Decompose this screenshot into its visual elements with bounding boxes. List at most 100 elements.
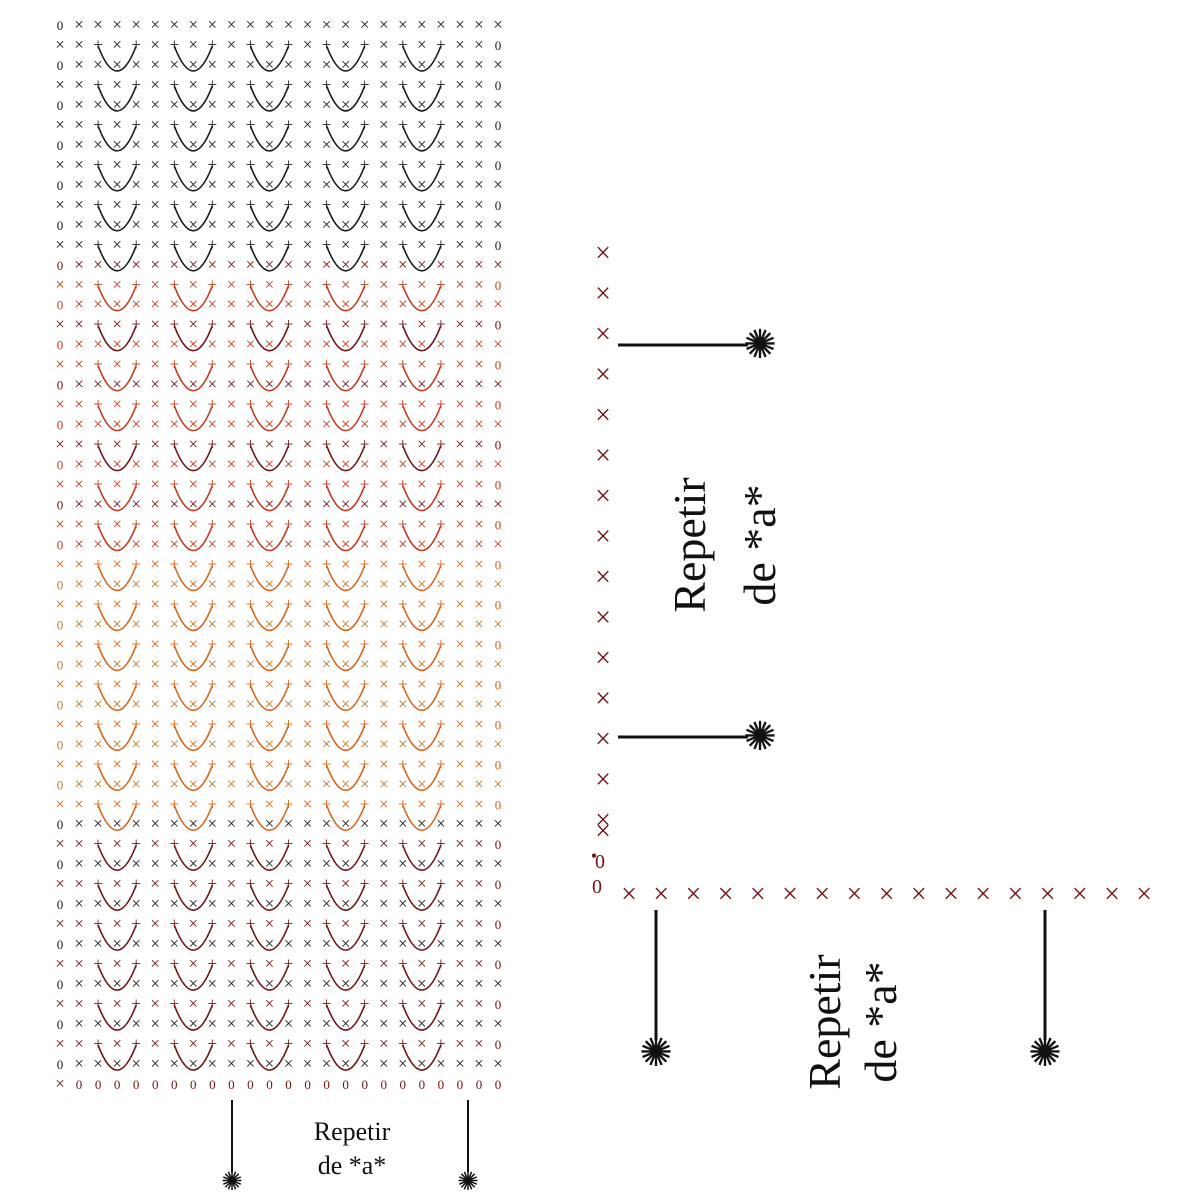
single-crochet-symbol: × [189,195,199,214]
single-crochet-symbol: × [436,95,446,114]
single-crochet-symbol: × [74,295,84,314]
single-crochet-symbol: × [455,834,465,853]
single-crochet-symbol: × [284,854,294,873]
single-crochet-symbol: × [74,55,84,74]
single-crochet-symbol: × [341,894,351,913]
single-crochet-symbol: × [341,634,351,653]
single-crochet-symbol: × [455,974,465,993]
single-crochet-symbol: × [398,654,408,673]
double-crochet-symbol: + [398,794,408,813]
cluster-arc [97,45,137,72]
cluster-arc [402,804,442,832]
single-crochet-symbol: × [169,734,179,753]
single-crochet-symbol: × [341,1034,351,1053]
single-crochet-symbol: × [436,15,446,34]
single-crochet-symbol: × [189,654,199,673]
single-crochet-symbol: × [74,694,84,713]
double-crochet-symbol: + [436,914,446,933]
cluster-arc [402,844,442,871]
double-crochet-symbol: + [208,634,218,653]
double-crochet-symbol: + [208,674,218,693]
double-crochet-symbol: + [169,634,179,653]
single-crochet-symbol: × [227,275,237,294]
chain-symbol: 0 [495,318,502,333]
chain-symbol: 0 [57,657,64,672]
single-crochet-symbol: × [379,375,389,394]
single-crochet-symbol: × [341,535,351,554]
double-crochet-symbol: + [131,475,141,494]
double-crochet-symbol: + [284,874,294,893]
single-crochet-symbol: × [131,415,141,434]
cluster-arc [325,485,366,512]
cluster-arc [325,844,366,871]
single-crochet-symbol: × [74,455,84,474]
chain-symbol: 0 [495,278,502,293]
single-crochet-symbol: × [93,1054,103,1073]
double-crochet-symbol: + [436,235,446,254]
single-crochet-symbol: × [474,794,484,813]
single-crochet-symbol: × [360,974,370,993]
bottom-repeat-label-line2: de *a* [855,961,906,1082]
chain-symbol: 0 [57,777,64,792]
single-crochet-symbol: × [417,574,427,593]
single-crochet-symbol: × [112,894,122,913]
single-crochet-symbol: × [360,934,370,953]
single-crochet-symbol: × [284,694,294,713]
single-crochet-symbol: × [474,574,484,593]
double-crochet-symbol: + [93,754,103,773]
single-crochet-symbol: × [227,355,237,374]
single-crochet-symbol: × [341,15,351,34]
single-crochet-symbol: × [360,614,370,633]
single-crochet-symbol: × [150,15,160,34]
single-crochet-symbol: × [493,614,503,633]
chain-symbol: 0 [114,1077,121,1092]
single-crochet-symbol: × [379,814,389,833]
chain-symbol: 0 [57,977,64,992]
cluster-arc [97,1004,137,1031]
cluster-arc [173,804,214,832]
single-crochet-symbol: × [74,854,84,873]
single-crochet-symbol: × [208,535,218,554]
chain-symbol: 0 [495,398,502,413]
single-crochet-symbol: × [150,35,160,54]
single-crochet-symbol: × [474,614,484,633]
single-crochet-symbol: × [93,654,103,673]
double-crochet-symbol: + [208,315,218,334]
single-crochet-symbol: × [150,574,160,593]
single-crochet-symbol: × [189,974,199,993]
single-crochet-symbol: × [265,554,275,573]
single-crochet-symbol: × [150,355,160,374]
double-crochet-symbol: + [322,994,332,1013]
single-crochet-symbol: × [303,415,313,434]
single-crochet-symbol: × [379,175,389,194]
cluster-arc [402,85,442,112]
single-crochet-symbol: × [189,515,199,534]
single-crochet-symbol: × [303,435,313,454]
cluster-arc [325,445,366,472]
single-crochet-symbol: × [112,594,122,613]
single-crochet-symbol: × [189,135,199,154]
edge-single-crochet-symbol: × [943,879,959,910]
edge-single-crochet-symbol: × [595,684,611,715]
cluster-arc [173,685,214,712]
cluster-arc [402,565,442,592]
double-crochet-symbol: + [398,195,408,214]
single-crochet-symbol: × [265,115,275,134]
single-crochet-symbol: × [379,315,389,334]
cluster-arc [173,844,214,871]
single-crochet-symbol: × [474,375,484,394]
single-crochet-symbol: × [474,694,484,713]
cluster-arc [325,605,366,632]
edge-single-crochet-symbol: × [595,319,611,350]
chain-symbol: 0 [57,18,64,33]
single-crochet-symbol: × [112,854,122,873]
double-crochet-symbol: + [436,594,446,613]
single-crochet-symbol: × [398,774,408,793]
single-crochet-symbol: × [112,1014,122,1033]
chain-symbol: 0 [95,1077,102,1092]
chain-symbol: 0 [57,1017,64,1032]
single-crochet-symbol: × [150,95,160,114]
chain-symbol: 0 [495,677,502,692]
single-crochet-symbol: × [379,75,389,94]
double-crochet-symbol: + [284,515,294,534]
